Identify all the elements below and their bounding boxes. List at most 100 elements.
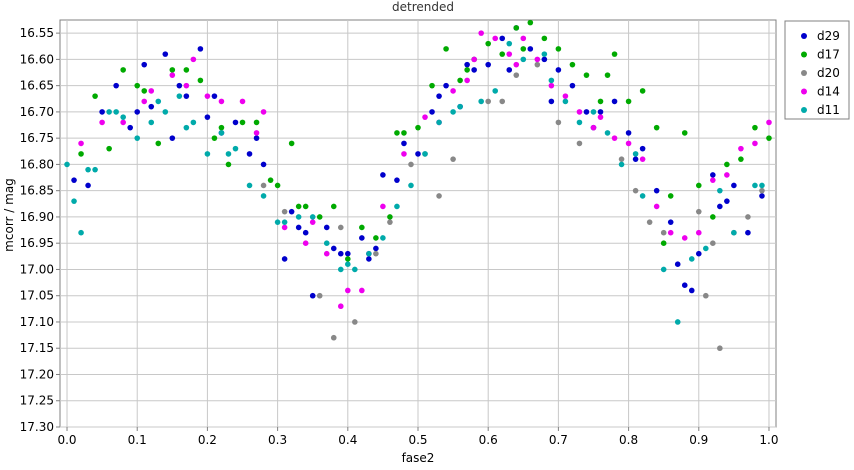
point-d11 (162, 109, 169, 115)
y-tick-label: 17.20 (20, 367, 54, 381)
point-d14 (253, 130, 260, 136)
point-d14 (422, 114, 428, 120)
point-d17 (681, 130, 688, 136)
point-d14 (520, 35, 527, 42)
y-tick-label: 17.05 (20, 289, 54, 303)
y-tick-label: 16.85 (20, 184, 54, 198)
point-d17 (288, 140, 295, 147)
point-d14 (653, 203, 660, 210)
point-d29 (127, 124, 133, 131)
point-d17 (330, 203, 337, 210)
point-d14 (667, 229, 674, 236)
point-d17 (639, 88, 646, 94)
point-d29 (134, 109, 141, 115)
point-d29 (337, 250, 344, 257)
point-d17 (541, 35, 548, 42)
point-d29 (681, 282, 688, 289)
point-d20 (576, 140, 583, 147)
legend-label-d29: d29 (817, 29, 840, 43)
y-tick-label: 17.30 (20, 420, 54, 434)
point-d11 (450, 109, 456, 115)
point-d17 (359, 224, 365, 231)
x-tick-label: 0.6 (479, 433, 498, 447)
point-d20 (408, 161, 414, 168)
point-d17 (155, 140, 162, 147)
point-d20 (759, 187, 765, 194)
point-d29 (717, 203, 723, 210)
x-tick-label: 1.0 (759, 433, 778, 447)
point-d29 (506, 67, 513, 73)
point-d29 (548, 98, 555, 105)
point-d14 (513, 61, 520, 68)
y-tick-label: 16.60 (20, 52, 54, 66)
point-d11 (548, 77, 555, 84)
point-d20 (316, 292, 323, 299)
point-d11 (660, 266, 667, 273)
point-d29 (674, 261, 681, 268)
point-d14 (337, 303, 344, 310)
point-d29 (471, 67, 477, 73)
point-d20 (436, 193, 442, 199)
point-d11 (295, 214, 302, 220)
point-d29 (366, 256, 372, 262)
point-d11 (457, 103, 463, 110)
point-d11 (674, 319, 681, 325)
point-d29 (653, 187, 660, 194)
y-tick-label: 16.70 (20, 105, 54, 119)
series-d29 (71, 25, 765, 299)
point-d11 (352, 266, 358, 273)
point-d11 (71, 198, 77, 204)
point-d17 (611, 51, 618, 57)
point-d11 (134, 135, 141, 141)
point-d17 (295, 203, 302, 210)
point-d20 (555, 119, 562, 126)
legend-marker-d20 (801, 70, 807, 76)
point-d17 (141, 88, 148, 94)
point-d11 (176, 93, 183, 99)
point-d17 (464, 67, 470, 73)
point-d20 (373, 250, 379, 257)
point-d29 (401, 140, 407, 147)
point-d11 (218, 130, 225, 136)
point-d14 (281, 224, 288, 231)
point-d17 (429, 82, 435, 89)
point-d29 (569, 82, 576, 89)
point-d14 (148, 88, 155, 94)
point-d14 (190, 56, 197, 63)
point-d17 (183, 67, 190, 73)
point-d29 (309, 292, 316, 299)
point-d14 (471, 56, 477, 63)
point-d11 (541, 51, 548, 57)
point-d29 (724, 198, 730, 204)
series-d17 (78, 19, 772, 262)
point-d11 (281, 219, 288, 225)
point-d17 (604, 72, 611, 78)
point-d14 (681, 235, 688, 241)
point-d29 (288, 208, 295, 215)
point-d11 (717, 187, 723, 194)
point-d14 (492, 35, 499, 42)
point-d29 (611, 98, 618, 105)
y-tick-label: 16.90 (20, 210, 54, 224)
point-d17 (415, 124, 421, 131)
point-d29 (176, 82, 183, 89)
point-d29 (667, 219, 674, 225)
point-d11 (506, 40, 513, 47)
point-d11 (590, 109, 597, 115)
legend-label-d17: d17 (817, 48, 840, 62)
point-d29 (527, 46, 534, 52)
point-d29 (302, 229, 309, 236)
legend-label-d11: d11 (817, 103, 840, 117)
point-d29 (162, 51, 169, 57)
x-tick-label: 0.1 (128, 433, 147, 447)
point-d14 (359, 287, 365, 294)
y-tick-label: 16.65 (20, 79, 54, 93)
point-d20 (330, 334, 337, 341)
point-d29 (597, 109, 604, 115)
series-d11 (64, 40, 765, 325)
point-d14 (302, 240, 309, 246)
legend-marker-d17 (801, 51, 807, 58)
point-d14 (478, 30, 484, 36)
legend-marker-d11 (801, 107, 807, 113)
point-d29 (323, 224, 330, 231)
